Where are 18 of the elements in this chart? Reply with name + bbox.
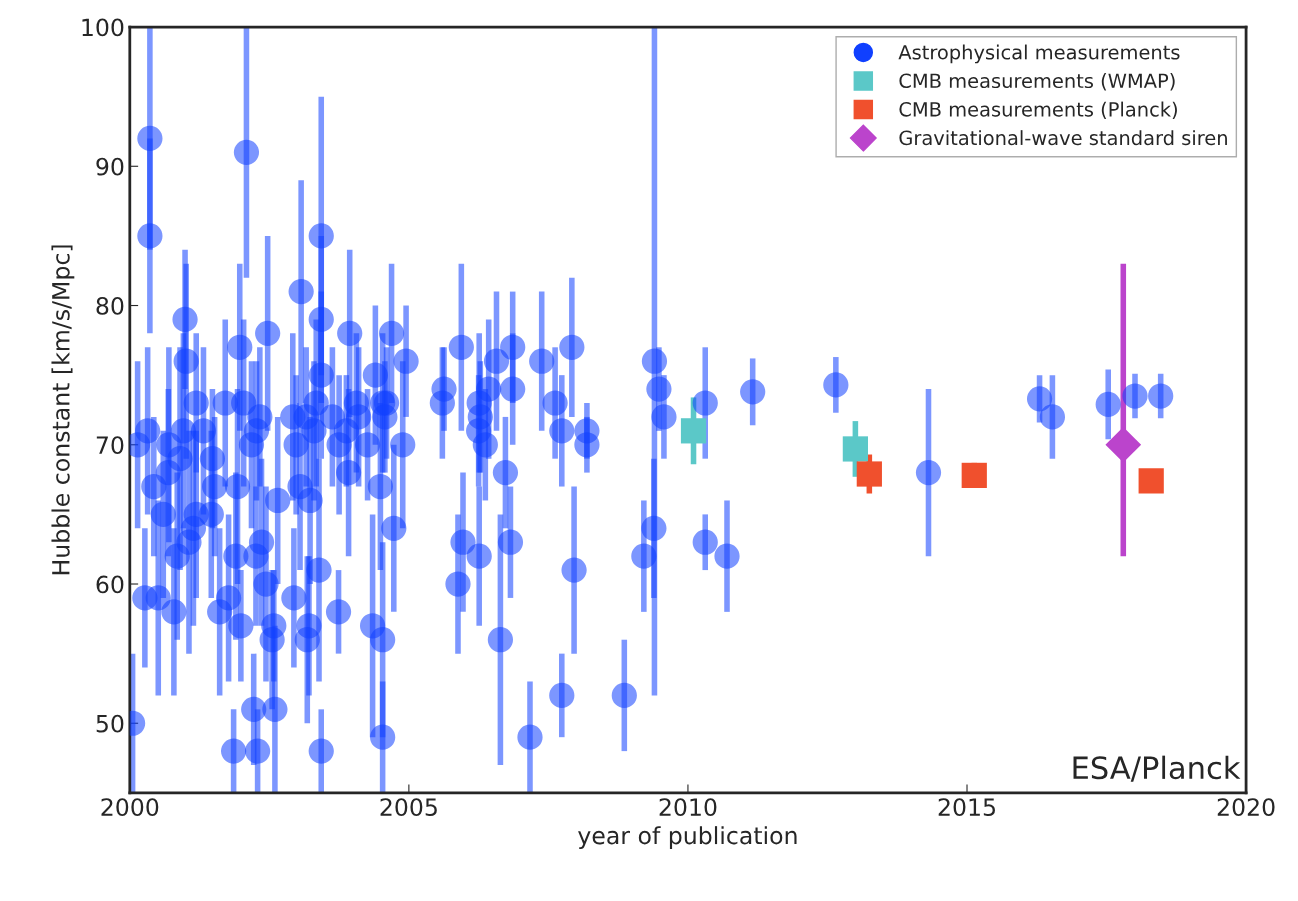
legend-label: Astrophysical measurements [898,44,1180,64]
y-tick-label: 90 [96,157,124,176]
y-tick-label: 70 [96,436,124,455]
x-tick-label: 2020 [1217,798,1275,817]
x-tick-label: 2015 [938,798,995,817]
x-tick-label: 2005 [380,798,437,817]
y-tick-label: 80 [96,296,124,315]
y-tick-label: 100 [82,18,124,37]
legend-label: Gravitational-wave standard siren [899,130,1227,146]
y-tick-label: 50 [96,714,124,733]
x-tick-label: 2010 [659,798,717,817]
annotation: ESA/Planck [1073,755,1241,782]
legend-label: CMB measurements (WMAP) [899,73,1175,91]
legend-label: CMB measurements (Planck) [899,101,1177,119]
x-tick-label: 2000 [101,798,159,817]
y-tick-label: 60 [96,575,124,594]
y-axis-title: Hubble constant [km/s/Mpc] [51,245,75,575]
x-axis-title: year of publication [578,826,797,849]
